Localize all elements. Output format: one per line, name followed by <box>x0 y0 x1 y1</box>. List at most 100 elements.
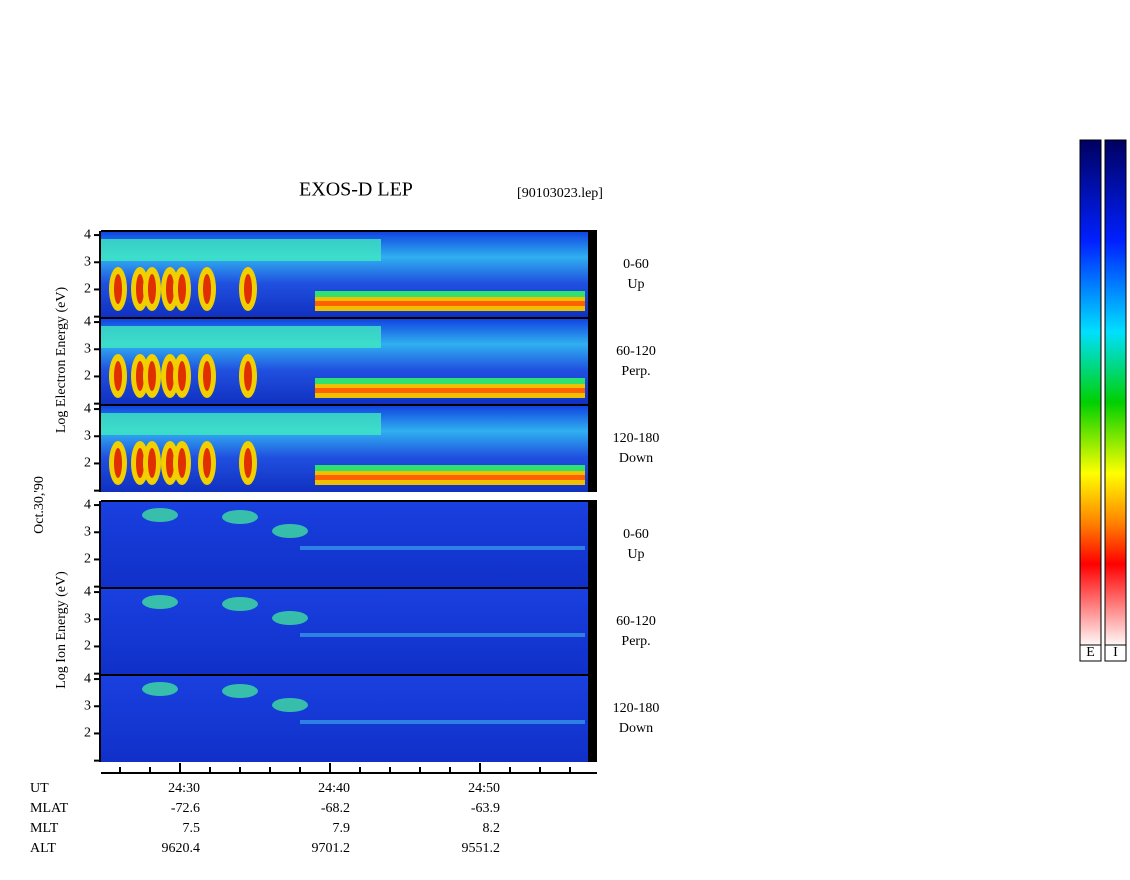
row-value: 9551.2 <box>462 841 501 856</box>
spectrogram-band <box>315 388 585 393</box>
spectrogram-patch <box>142 682 178 696</box>
spectrogram-edge <box>588 588 597 675</box>
spectrogram-patch <box>142 595 178 609</box>
spectrogram-burst <box>148 448 156 478</box>
electron-axis-label: Log Electron Energy (eV) <box>54 287 69 434</box>
spectrogram-patch <box>222 597 258 611</box>
row-value: 7.5 <box>183 821 201 836</box>
spectrogram-band <box>315 465 585 471</box>
y-tick-label: 3 <box>84 611 91 626</box>
panel-label: Up <box>627 547 644 562</box>
colorbar-label: E <box>1086 645 1095 660</box>
spectrogram-burst <box>166 448 174 478</box>
spectrogram-burst <box>148 274 156 304</box>
row-value: -63.9 <box>471 801 500 816</box>
spectrogram-burst <box>178 361 186 391</box>
spectrogram-burst <box>136 361 144 391</box>
row-value: -68.2 <box>321 801 350 816</box>
spectrogram <box>101 588 588 675</box>
y-tick-label: 2 <box>84 456 91 471</box>
panel-label: 120-180 <box>613 431 660 446</box>
row-name: MLT <box>30 821 59 836</box>
spectrogram <box>101 675 588 762</box>
y-tick-label: 4 <box>84 314 91 329</box>
spectrogram-edge <box>588 231 597 318</box>
spectrogram-burst <box>203 361 211 391</box>
spectrogram-band <box>300 633 585 637</box>
y-tick-label: 4 <box>84 497 91 512</box>
y-tick-label: 4 <box>84 227 91 242</box>
spectrogram-band <box>315 301 585 306</box>
spectrogram-band <box>315 475 585 480</box>
colorbar-label-box <box>1104 644 1127 662</box>
row-name: MLAT <box>30 801 69 816</box>
spectrogram-band <box>300 546 585 550</box>
spectrogram-band <box>300 720 585 724</box>
spectrogram-edge <box>588 318 597 405</box>
spectrogram-burst <box>244 361 252 391</box>
panel-label: 0-60 <box>623 527 649 542</box>
panel-label: Down <box>619 451 653 466</box>
row-value: 9620.4 <box>162 841 201 856</box>
y-tick-label: 3 <box>84 254 91 269</box>
row-value: 7.9 <box>333 821 351 836</box>
spectrogram-burst <box>178 274 186 304</box>
y-tick-label: 3 <box>84 698 91 713</box>
spectrogram-band <box>315 378 585 384</box>
row-value: 24:40 <box>318 781 350 796</box>
panel-label: Up <box>627 277 644 292</box>
panel-label: Down <box>619 721 653 736</box>
panel-label: Perp. <box>621 634 650 649</box>
row-name: ALT <box>30 841 56 856</box>
panel-label: Perp. <box>621 364 650 379</box>
spectrogram-burst <box>166 361 174 391</box>
y-tick-label: 2 <box>84 369 91 384</box>
y-tick-label: 4 <box>84 671 91 686</box>
spectrogram-burst <box>136 274 144 304</box>
panel-label: 60-120 <box>616 344 656 359</box>
spectrogram <box>101 501 588 588</box>
spectrogram-patch <box>272 611 308 625</box>
row-value: 9701.2 <box>312 841 351 856</box>
spectrogram-patch <box>142 508 178 522</box>
y-tick-label: 3 <box>84 428 91 443</box>
title: EXOS-D LEP <box>299 179 413 201</box>
spectrogram-burst <box>114 274 122 304</box>
spectrogram-band <box>101 326 381 348</box>
spectrogram-band <box>101 413 381 435</box>
spectrogram-patch <box>272 698 308 712</box>
y-tick-label: 2 <box>84 726 91 741</box>
spectrogram-burst <box>203 274 211 304</box>
file-name: [90103023.lep] <box>517 186 603 201</box>
panel-label: 120-180 <box>613 701 660 716</box>
y-tick-label: 3 <box>84 341 91 356</box>
y-tick-label: 2 <box>84 639 91 654</box>
y-tick-label: 4 <box>84 584 91 599</box>
row-name: UT <box>30 781 49 796</box>
colorbar-label-box <box>1079 644 1102 662</box>
y-tick-label: 2 <box>84 282 91 297</box>
spectrogram-edge <box>588 405 597 492</box>
spectrogram-burst <box>166 274 174 304</box>
colorbar-label: I <box>1113 645 1118 660</box>
panel-label: 0-60 <box>623 257 649 272</box>
spectrogram-burst <box>244 448 252 478</box>
y-tick-label: 4 <box>84 401 91 416</box>
date-label: Oct.30,'90 <box>32 476 47 534</box>
ion-axis-label: Log Ion Energy (eV) <box>54 571 69 689</box>
spectrogram-burst <box>114 361 122 391</box>
row-value: 24:50 <box>468 781 500 796</box>
spectrogram-burst <box>244 274 252 304</box>
y-tick-label: 2 <box>84 552 91 567</box>
panel-label: 60-120 <box>616 614 656 629</box>
y-tick-label: 3 <box>84 524 91 539</box>
spectrogram-band <box>101 239 381 261</box>
spectrogram-band <box>315 291 585 297</box>
spectrogram-patch <box>272 524 308 538</box>
row-value: 24:30 <box>168 781 200 796</box>
spectrogram-edge <box>588 675 597 762</box>
spectrogram-burst <box>203 448 211 478</box>
row-value: 8.2 <box>483 821 501 836</box>
colorbar <box>1079 139 1102 646</box>
